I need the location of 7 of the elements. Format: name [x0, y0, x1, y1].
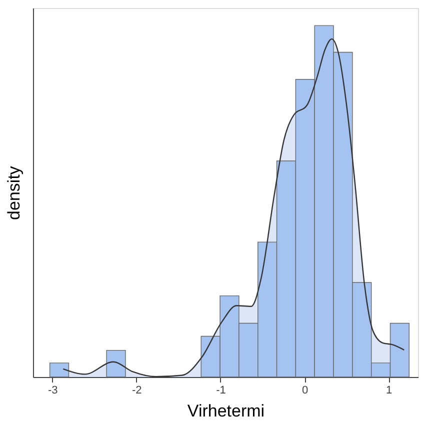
x-tick-label: 0 [302, 384, 308, 396]
y-axis-title: density [4, 166, 24, 220]
x-tick-label: -2 [132, 384, 142, 396]
x-axis-title: Virhetermi [187, 402, 265, 420]
x-tick-label: 1 [386, 384, 392, 396]
x-tick-label: -1 [216, 384, 226, 396]
x-tick-label: -3 [48, 384, 58, 396]
